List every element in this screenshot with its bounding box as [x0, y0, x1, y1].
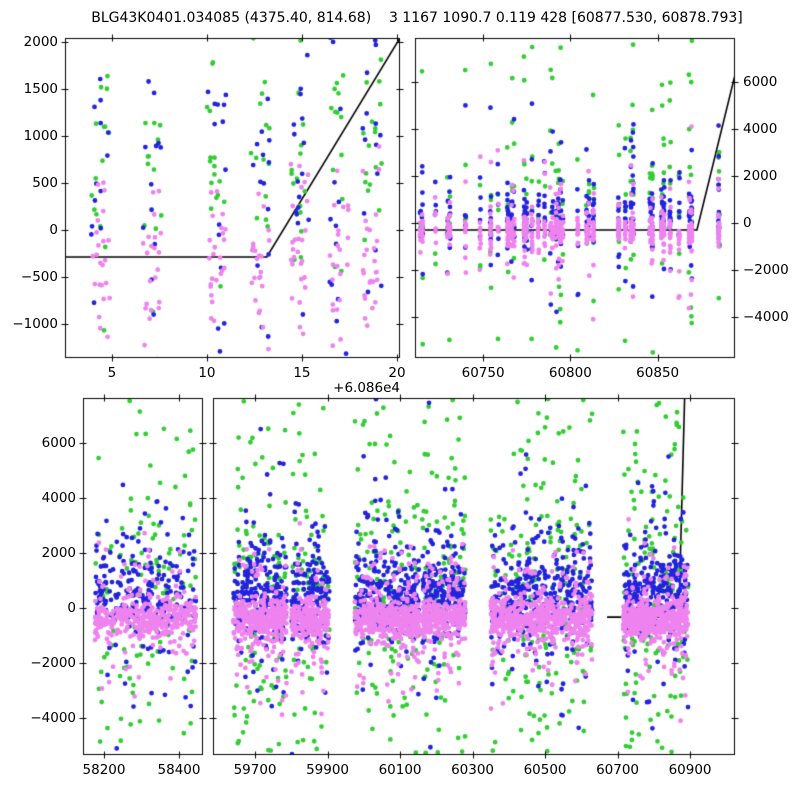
scatter-plot-canvas: [0, 0, 800, 800]
figure: BLG43K0401.034085 (4375.40, 814.68) 3 11…: [0, 0, 800, 800]
